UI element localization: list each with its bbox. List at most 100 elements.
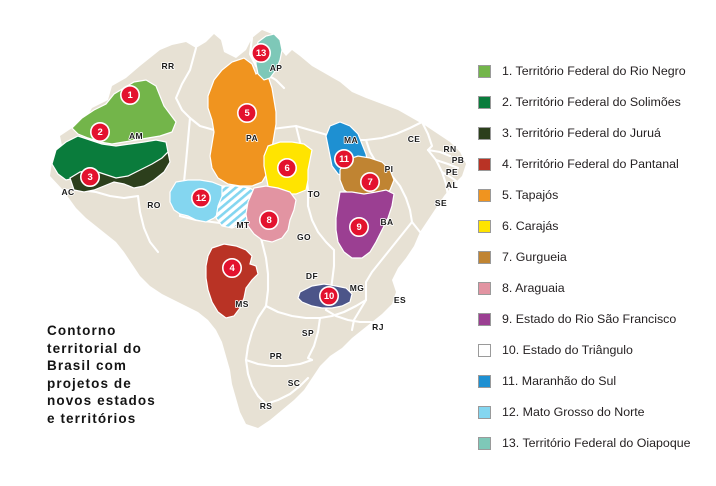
legend-item-3[interactable]: 3. Território Federal do Juruá bbox=[478, 126, 716, 157]
marker-circle-12 bbox=[191, 188, 212, 209]
state-label-pi: PI bbox=[385, 164, 394, 174]
legend-label-8: 8. Araguaia bbox=[502, 281, 565, 295]
legend-label-10: 10. Estado do Triângulo bbox=[502, 343, 633, 357]
legend-label-6: 6. Carajás bbox=[502, 219, 559, 233]
territory-marker-9[interactable]: 9 bbox=[348, 217, 369, 238]
legend-swatch-11 bbox=[478, 375, 491, 388]
state-label-pr: PR bbox=[270, 351, 283, 361]
legend-item-6[interactable]: 6. Carajás bbox=[478, 219, 716, 250]
legend-label-13: 13. Território Federal do Oiapoque bbox=[502, 436, 691, 450]
state-label-pe: PE bbox=[446, 167, 458, 177]
territory-marker-10[interactable]: 10 bbox=[318, 285, 339, 306]
legend-item-2[interactable]: 2. Território Federal do Solimões bbox=[478, 95, 716, 126]
territory-marker-5[interactable]: 5 bbox=[237, 103, 258, 124]
territory-marker-7[interactable]: 7 bbox=[359, 172, 380, 193]
marker-number-8: 8 bbox=[266, 215, 271, 226]
state-label-pb: PB bbox=[452, 155, 465, 165]
state-label-ro: RO bbox=[147, 200, 161, 210]
legend-item-13[interactable]: 13. Território Federal do Oiapoque bbox=[478, 436, 716, 467]
legend-item-1[interactable]: 1. Território Federal do Rio Negro bbox=[478, 64, 716, 95]
marker-circle-7 bbox=[359, 172, 380, 193]
legend-swatch-3 bbox=[478, 127, 491, 140]
marker-circle-13 bbox=[251, 42, 272, 63]
state-label-rr: RR bbox=[161, 61, 174, 71]
state-label-go: GO bbox=[297, 232, 311, 242]
state-label-es: ES bbox=[394, 295, 406, 305]
territory-marker-13[interactable]: 13 bbox=[251, 42, 272, 63]
legend-item-9[interactable]: 9. Estado do Rio São Francisco bbox=[478, 312, 716, 343]
legend-item-10[interactable]: 10. Estado do Triângulo bbox=[478, 343, 716, 374]
marker-number-9: 9 bbox=[356, 222, 361, 233]
marker-number-1: 1 bbox=[127, 90, 133, 101]
legend-item-12[interactable]: 12. Mato Grosso do Norte bbox=[478, 405, 716, 436]
state-label-to: TO bbox=[308, 189, 320, 199]
legend-label-4: 4. Território Federal do Pantanal bbox=[502, 157, 679, 171]
state-borders bbox=[61, 36, 462, 406]
map-area: RR AP AM PA MA CE RN PB PI PE AC AL SE RO TO BA MT GO DF MS… bbox=[50, 30, 466, 428]
legend-swatch-6 bbox=[478, 220, 491, 233]
legend-item-5[interactable]: 5. Tapajós bbox=[478, 188, 716, 219]
marker-circle-2 bbox=[90, 122, 111, 143]
territory-marker-2[interactable]: 2 bbox=[90, 122, 111, 143]
legend-label-3: 3. Território Federal do Juruá bbox=[502, 126, 661, 140]
state-label-ba: BA bbox=[380, 217, 393, 227]
legend-label-7: 7. Gurgueia bbox=[502, 250, 567, 264]
marker-circle-3 bbox=[80, 167, 101, 188]
state-label-ma: MA bbox=[344, 135, 358, 145]
marker-number-11: 11 bbox=[339, 154, 350, 165]
legend-swatch-13 bbox=[478, 437, 491, 450]
legend-swatch-9 bbox=[478, 313, 491, 326]
state-label-mt: MT bbox=[236, 220, 249, 230]
legend-label-5: 5. Tapajós bbox=[502, 188, 559, 202]
marker-circle-5 bbox=[237, 103, 258, 124]
marker-number-12: 12 bbox=[196, 193, 206, 204]
state-label-df: DF bbox=[306, 271, 318, 281]
legend-item-7[interactable]: 7. Gurgueia bbox=[478, 250, 716, 281]
marker-number-3: 3 bbox=[87, 172, 92, 183]
marker-number-13: 13 bbox=[256, 48, 266, 59]
territory-marker-1[interactable]: 1 bbox=[120, 85, 141, 106]
legend-label-2: 2. Território Federal do Solimões bbox=[502, 95, 681, 109]
legend-swatch-10 bbox=[478, 344, 491, 357]
legend-item-4[interactable]: 4. Território Federal do Pantanal bbox=[478, 157, 716, 188]
legend-item-11[interactable]: 11. Maranhão do Sul bbox=[478, 374, 716, 405]
territory-marker-8[interactable]: 8 bbox=[258, 210, 279, 231]
state-label-ms: MS bbox=[235, 299, 249, 309]
marker-circle-9 bbox=[348, 217, 369, 238]
state-label-pa: PA bbox=[246, 133, 258, 143]
marker-circle-1 bbox=[120, 85, 141, 106]
territory-marker-3[interactable]: 3 bbox=[80, 167, 101, 188]
marker-circle-8 bbox=[258, 210, 279, 231]
state-label-sp: SP bbox=[302, 328, 314, 338]
legend-swatch-7 bbox=[478, 251, 491, 264]
legend-swatch-2 bbox=[478, 96, 491, 109]
legend-label-9: 9. Estado do Rio São Francisco bbox=[502, 312, 677, 326]
territory-marker-6[interactable]: 6 bbox=[276, 158, 297, 179]
marker-circle-10 bbox=[318, 285, 339, 306]
state-label-rs: RS bbox=[260, 401, 273, 411]
legend-swatch-8 bbox=[478, 282, 491, 295]
territory-marker-12[interactable]: 12 bbox=[191, 188, 212, 209]
marker-number-10: 10 bbox=[324, 291, 334, 302]
state-label-am: AM bbox=[129, 131, 143, 141]
legend-item-8[interactable]: 8. Araguaia bbox=[478, 281, 716, 312]
marker-circle-4 bbox=[222, 257, 243, 278]
territory-4-pantanal bbox=[205, 243, 259, 319]
state-label-rj: RJ bbox=[372, 322, 384, 332]
legend-swatch-4 bbox=[478, 158, 491, 171]
marker-circle-11 bbox=[333, 149, 354, 170]
figure-caption: Contorno territorial do Brasil com proje… bbox=[47, 323, 156, 426]
marker-number-6: 6 bbox=[284, 163, 289, 174]
marker-number-2: 2 bbox=[97, 127, 102, 138]
state-label-se: SE bbox=[435, 198, 447, 208]
territory-marker-4[interactable]: 4 bbox=[222, 257, 243, 278]
state-label-ap: AP bbox=[270, 63, 283, 73]
marker-number-7: 7 bbox=[367, 177, 372, 188]
state-label-sc: SC bbox=[288, 378, 301, 388]
territory-marker-11[interactable]: 11 bbox=[333, 149, 354, 170]
marker-number-5: 5 bbox=[244, 108, 250, 119]
